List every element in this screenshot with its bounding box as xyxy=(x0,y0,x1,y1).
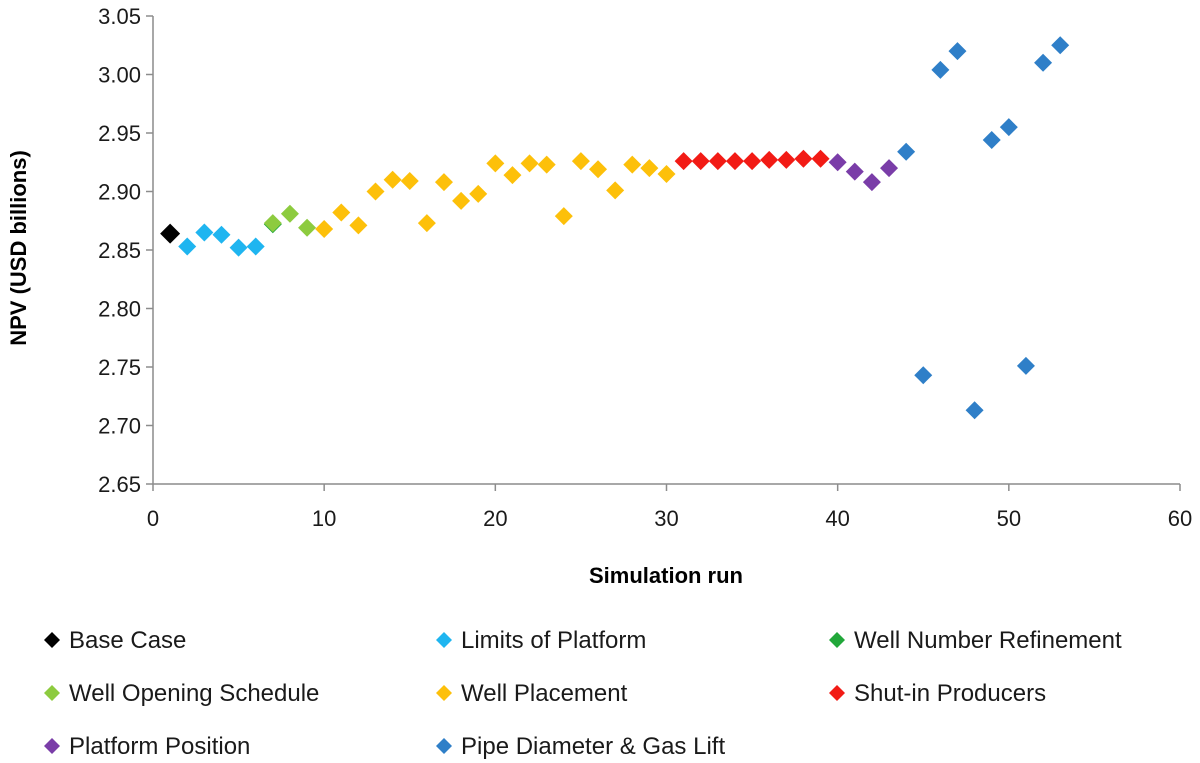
point-limits-of-platform xyxy=(229,238,248,257)
legend-marker-limits-of-platform xyxy=(436,632,452,648)
point-well-placement xyxy=(332,203,351,222)
point-pipe-diameter-gas-lift xyxy=(931,60,950,79)
point-well-placement xyxy=(503,166,522,185)
point-limits-of-platform xyxy=(195,223,214,242)
point-shut-in-producers xyxy=(760,150,779,169)
point-well-placement xyxy=(606,181,625,200)
point-well-placement xyxy=(589,160,608,179)
y-tick-label: 2.75 xyxy=(98,355,141,380)
point-platform-position xyxy=(880,159,899,178)
point-pipe-diameter-gas-lift xyxy=(1034,53,1053,72)
point-well-placement xyxy=(537,155,556,174)
x-axis-title: Simulation run xyxy=(589,563,743,588)
legend: Base Case Limits of Platform Well Number R… xyxy=(44,627,1122,760)
point-platform-position xyxy=(845,162,864,181)
x-tick-label: 20 xyxy=(483,506,507,531)
point-pipe-diameter-gas-lift xyxy=(1051,36,1070,55)
point-well-placement xyxy=(640,159,659,178)
x-tick-label: 50 xyxy=(997,506,1021,531)
y-axis-title: NPV (USD billions) xyxy=(6,150,31,346)
legend-label-platform-position: Platform Position xyxy=(69,733,250,760)
point-shut-in-producers xyxy=(811,149,830,168)
point-platform-position xyxy=(828,153,847,172)
legend-label-limits-of-platform: Limits of Platform xyxy=(461,627,646,654)
point-well-placement xyxy=(571,152,590,171)
x-tick-label: 40 xyxy=(825,506,849,531)
legend-marker-well-opening-schedule xyxy=(44,685,60,701)
point-well-placement xyxy=(315,219,334,238)
y-tick-label: 2.80 xyxy=(98,297,141,322)
point-pipe-diameter-gas-lift xyxy=(1016,356,1035,375)
point-well-placement xyxy=(469,184,488,203)
x-tick-label: 0 xyxy=(147,506,159,531)
point-well-placement xyxy=(366,182,385,201)
legend-label-well-number-refinement: Well Number Refinement xyxy=(854,627,1122,654)
point-well-placement xyxy=(554,207,573,226)
point-shut-in-producers xyxy=(674,152,693,171)
x-tick-label: 60 xyxy=(1168,506,1192,531)
point-well-placement xyxy=(452,191,471,210)
x-tick-label: 10 xyxy=(312,506,336,531)
legend-marker-shut-in-producers xyxy=(829,685,845,701)
legend-label-well-opening-schedule: Well Opening Schedule xyxy=(69,680,319,707)
legend-marker-well-placement xyxy=(436,685,452,701)
data-points xyxy=(160,36,1070,420)
point-pipe-diameter-gas-lift xyxy=(965,401,984,420)
y-tick-label: 3.00 xyxy=(98,63,141,88)
point-limits-of-platform xyxy=(246,237,265,256)
point-shut-in-producers xyxy=(708,152,727,171)
legend-marker-platform-position xyxy=(44,738,60,754)
point-well-placement xyxy=(400,171,419,190)
y-tick-label: 2.65 xyxy=(98,472,141,497)
point-pipe-diameter-gas-lift xyxy=(914,366,933,385)
point-shut-in-producers xyxy=(777,150,796,169)
legend-marker-pipe-diameter-gas-lift xyxy=(436,738,452,754)
legend-marker-well-number-refinement xyxy=(829,632,845,648)
point-base-case xyxy=(160,223,181,244)
y-tick-label: 2.85 xyxy=(98,238,141,263)
point-well-placement xyxy=(383,170,402,189)
y-tick-label: 3.05 xyxy=(98,4,141,29)
point-well-placement xyxy=(520,154,539,173)
point-well-placement xyxy=(434,173,453,192)
legend-label-shut-in-producers: Shut-in Producers xyxy=(854,680,1046,707)
point-pipe-diameter-gas-lift xyxy=(999,118,1018,137)
point-well-opening-schedule xyxy=(263,214,282,233)
legend-label-well-placement: Well Placement xyxy=(461,680,628,707)
point-shut-in-producers xyxy=(725,152,744,171)
y-tick-label: 2.95 xyxy=(98,121,141,146)
y-tick-label: 2.70 xyxy=(98,414,141,439)
point-well-placement xyxy=(417,214,436,233)
point-well-placement xyxy=(657,164,676,183)
point-shut-in-producers xyxy=(743,152,762,171)
point-pipe-diameter-gas-lift xyxy=(982,131,1001,150)
x-tick-label: 30 xyxy=(654,506,678,531)
point-well-placement xyxy=(623,155,642,174)
point-well-placement xyxy=(349,216,368,235)
point-well-opening-schedule xyxy=(280,204,299,223)
point-well-opening-schedule xyxy=(298,218,317,237)
point-pipe-diameter-gas-lift xyxy=(897,142,916,161)
point-platform-position xyxy=(862,173,881,192)
legend-label-pipe-diameter-gas-lift: Pipe Diameter & Gas Lift xyxy=(461,733,725,760)
point-shut-in-producers xyxy=(691,152,710,171)
point-well-placement xyxy=(486,154,505,173)
point-limits-of-platform xyxy=(178,237,197,256)
y-tick-label: 2.90 xyxy=(98,180,141,205)
legend-label-base-case: Base Case xyxy=(69,627,186,654)
point-pipe-diameter-gas-lift xyxy=(948,42,967,61)
point-shut-in-producers xyxy=(794,149,813,168)
axes: 2.65 2.70 2.75 2.80 2.85 2.90 2.95 3.00 3.05 0 10 2… xyxy=(98,4,1192,531)
point-limits-of-platform xyxy=(212,225,231,244)
legend-marker-base-case xyxy=(44,632,60,648)
